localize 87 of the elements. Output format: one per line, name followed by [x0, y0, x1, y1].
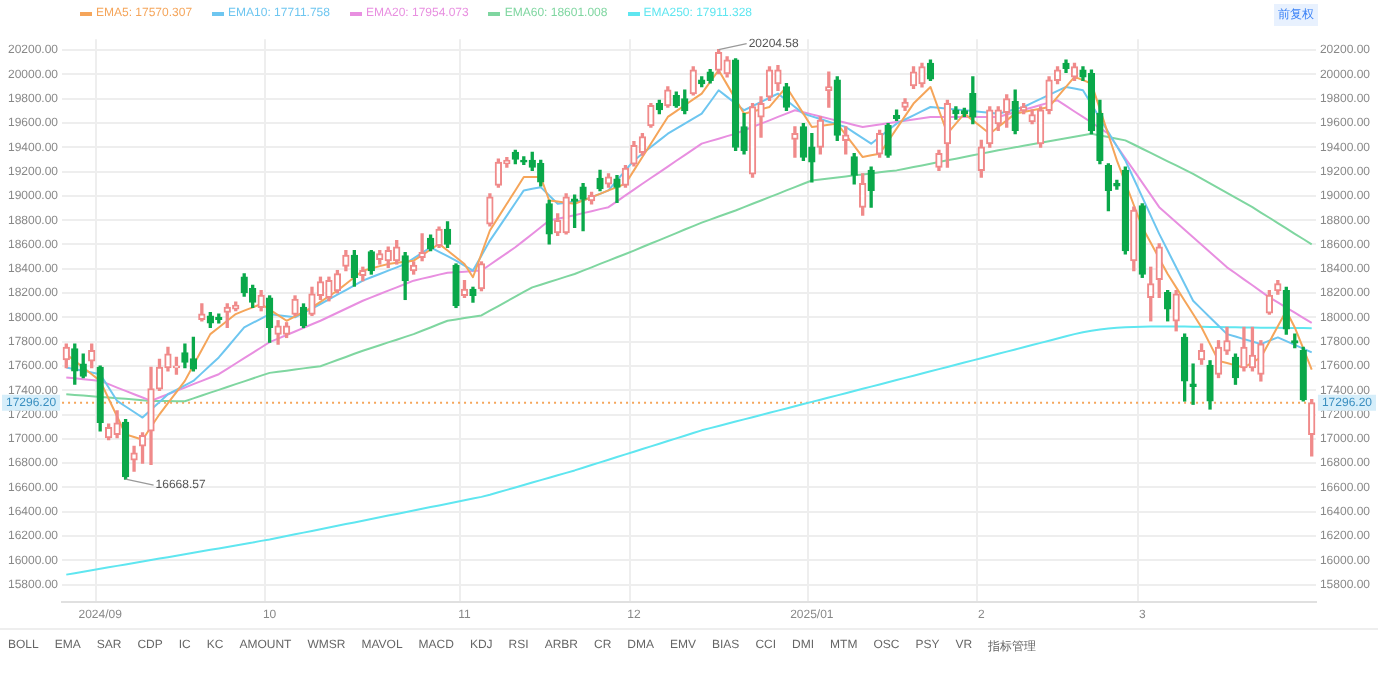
candlestick: [265, 295, 274, 343]
candlestick: [791, 126, 799, 158]
candlestick: [198, 303, 206, 322]
candlestick: [88, 343, 96, 369]
candlestick: [613, 175, 621, 204]
candlestick: [1257, 340, 1265, 382]
candlestick: [282, 322, 291, 339]
candlestick: [1003, 94, 1011, 128]
candlestick: [452, 263, 460, 309]
candlestick: [630, 141, 638, 167]
candlestick: [232, 301, 240, 312]
candlestick: [621, 165, 630, 188]
candlestick: [816, 116, 824, 155]
candlestick: [172, 356, 181, 375]
candlestick: [367, 249, 375, 275]
candlestick: [435, 226, 443, 248]
candlestick: [782, 82, 791, 111]
candlestick: [130, 445, 138, 472]
candlestick: [714, 48, 723, 75]
candlestick: [443, 221, 452, 248]
candlestick: [774, 64, 782, 91]
candlestick: [486, 193, 494, 227]
candlestick: [977, 139, 985, 178]
candlestick: [952, 106, 960, 120]
candlestick: [681, 89, 689, 115]
candlestick: [477, 261, 486, 292]
candlestick: [1121, 166, 1129, 255]
candlestick: [833, 76, 841, 142]
candlestick: [901, 98, 909, 111]
candlestick: [1206, 360, 1214, 410]
candlestick: [579, 183, 587, 232]
candlestick: [808, 133, 816, 183]
candlestick: [867, 166, 875, 208]
candlestick: [418, 233, 426, 262]
candlestick: [723, 56, 731, 78]
candlestick: [918, 62, 926, 88]
candlestick: [545, 199, 553, 245]
candlestick: [249, 284, 257, 309]
candlestick: [698, 76, 706, 88]
candlestick: [884, 122, 892, 158]
candlestick: [274, 320, 282, 345]
candlestick: [596, 169, 604, 192]
candlestick: [520, 156, 528, 166]
candlestick: [935, 149, 943, 172]
candlestick: [859, 173, 867, 216]
candlestick: [257, 289, 265, 312]
candlestick: [1172, 289, 1180, 332]
candlestick: [494, 158, 503, 188]
candlestick: [333, 269, 342, 294]
candlestick: [1138, 203, 1146, 278]
candlestick: [181, 343, 189, 369]
candlestick: [401, 251, 409, 301]
candlestick: [79, 353, 87, 379]
candlestick: [147, 366, 155, 465]
candlestick: [511, 149, 519, 165]
candlestick: [1147, 266, 1155, 322]
candlestick: [308, 286, 316, 317]
candlestick: [850, 153, 858, 185]
candlestick: [562, 193, 570, 235]
candlestick: [926, 59, 935, 81]
candlestick: [291, 295, 299, 317]
candlestick: [1308, 398, 1316, 457]
candlestick: [113, 410, 121, 439]
candlestick: [1070, 62, 1079, 81]
candlestick: [892, 109, 901, 121]
candlestick: [647, 102, 655, 128]
candlestick: [1180, 333, 1189, 402]
candlestick: [1197, 343, 1206, 365]
candlestick: [206, 312, 214, 329]
candlestick: [604, 173, 613, 188]
candlestick: [376, 249, 384, 265]
candlestick: [1062, 59, 1070, 73]
candlestick: [1240, 326, 1248, 372]
candlestick: [731, 58, 740, 151]
candlestick: [1104, 163, 1113, 212]
candlestick: [469, 286, 477, 303]
candlestick: [189, 336, 198, 372]
candlestick: [1299, 346, 1307, 402]
candlestick: [842, 126, 850, 155]
candlestick: [969, 76, 977, 125]
candlestick: [342, 249, 350, 272]
candlestick: [1274, 280, 1282, 295]
candlestick: [325, 276, 333, 302]
candlestick: [943, 99, 952, 168]
candlestick: [96, 365, 104, 432]
candlestick: [748, 102, 757, 178]
candlestick: [1011, 89, 1019, 135]
